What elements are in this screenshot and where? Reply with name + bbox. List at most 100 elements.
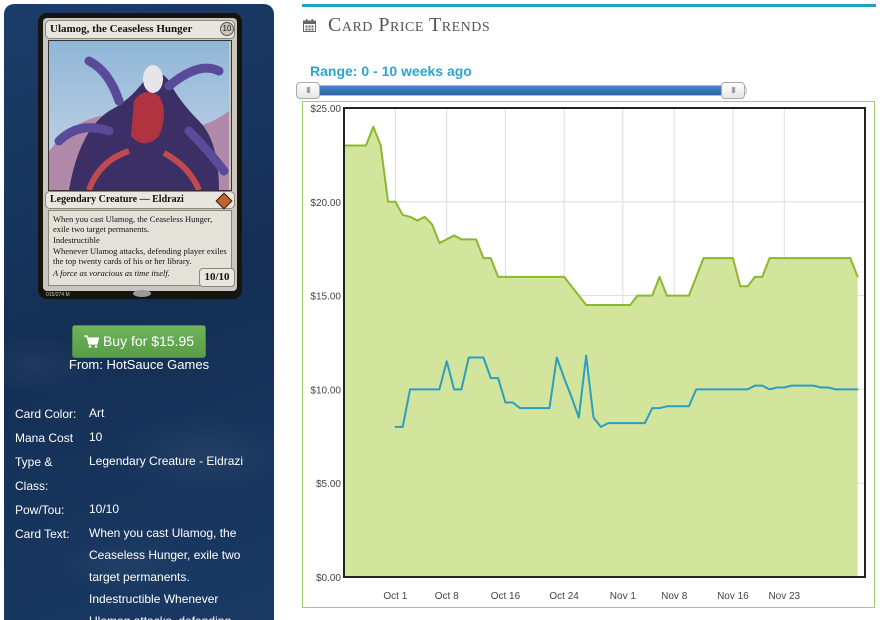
series-1-point <box>856 388 859 391</box>
series-0-point <box>548 276 551 278</box>
series-1-point <box>526 407 529 409</box>
series-0-point <box>666 294 668 297</box>
series-0-point <box>702 257 705 259</box>
series-1-point <box>592 416 595 419</box>
series-0-point <box>475 238 477 241</box>
series-0-point <box>526 276 529 278</box>
series-1-point <box>438 388 441 391</box>
series-1-point <box>768 388 771 391</box>
series-1-point <box>497 377 499 379</box>
series-1-point <box>533 407 536 409</box>
seller-label: From: HotSauce Games <box>68 357 210 372</box>
series-1-line <box>395 354 858 428</box>
buy-button[interactable]: Buy for $15.95 <box>72 325 206 358</box>
series-0-point <box>856 276 859 278</box>
series-0-point <box>695 276 698 278</box>
series-1-point <box>453 388 455 391</box>
series-0-point <box>394 201 397 203</box>
panel-title: Card Price Trends <box>328 14 491 36</box>
series-1-point <box>717 388 720 391</box>
series-0-point <box>673 294 676 297</box>
series-1-point <box>746 388 749 391</box>
series-1-point <box>556 356 558 359</box>
series-1-point <box>702 388 705 391</box>
series-1-point <box>467 356 470 359</box>
series-1-point <box>644 422 646 424</box>
y-tick-label: $20.00 <box>310 198 341 209</box>
series-0-point <box>423 216 426 218</box>
series-0-point <box>776 257 778 259</box>
series-0-point <box>636 294 639 297</box>
attr-row-mana-cost: Mana Cost 10 <box>15 430 103 445</box>
calendar-icon <box>303 19 316 37</box>
series-1-point <box>805 384 808 387</box>
series-1-point <box>636 422 639 424</box>
chart-series-layer <box>343 125 859 577</box>
series-1-point <box>820 386 822 389</box>
series-1-point <box>423 388 426 391</box>
series-1-point <box>570 396 573 398</box>
series-1-point <box>541 407 543 409</box>
series-0-point <box>578 294 580 297</box>
series-0-point <box>732 257 734 259</box>
series-1-point <box>548 407 551 409</box>
power-toughness-box: 10/10 <box>199 268 235 287</box>
y-tick-label: $25.00 <box>310 104 341 115</box>
y-tick-label: $5.00 <box>316 479 341 490</box>
series-0-point <box>600 304 602 306</box>
series-1-point <box>658 407 661 409</box>
y-tick-label: $0.00 <box>316 573 341 584</box>
series-0-point <box>431 223 433 226</box>
series-1-point <box>834 388 837 391</box>
range-slider-end-handle[interactable]: III <box>721 82 745 99</box>
series-1-point <box>680 405 683 408</box>
series-1-point <box>732 388 734 391</box>
attr-row-card-text: Card Text: When you cast Ulamog, the Cea… <box>15 526 241 620</box>
series-1-point <box>842 388 844 391</box>
series-1-point <box>790 384 793 387</box>
series-1-point <box>710 388 712 391</box>
series-0-point <box>710 257 712 259</box>
series-0-point <box>622 304 624 306</box>
series-1-point <box>519 407 521 409</box>
series-0-point <box>644 294 646 297</box>
card-detail-panel: Ulamog, the Ceaseless Hunger 10 <box>4 4 274 620</box>
attr-row-color: Card Color: Art <box>15 406 105 421</box>
series-0-point <box>489 257 492 259</box>
series-1-point <box>416 388 419 391</box>
series-0-point <box>401 214 404 216</box>
series-0-point <box>438 242 441 244</box>
card-name: Ulamog, the Ceaseless Hunger <box>45 20 235 39</box>
series-1-point <box>849 388 852 391</box>
range-slider-start-handle[interactable]: III <box>296 82 320 99</box>
series-1-point <box>724 388 727 391</box>
series-0-point <box>365 144 367 147</box>
series-1-point <box>445 360 448 363</box>
series-0-point <box>805 257 808 259</box>
series-0-point <box>592 304 595 306</box>
series-1-point <box>614 422 617 424</box>
series-0-point <box>387 201 389 203</box>
series-0-point <box>658 276 661 278</box>
series-1-point <box>629 422 631 424</box>
series-0-point <box>614 304 617 306</box>
series-1-point <box>460 388 463 391</box>
series-1-point <box>600 426 602 428</box>
series-1-point <box>761 384 764 387</box>
series-1-point <box>812 384 815 387</box>
series-0-point <box>467 238 470 241</box>
series-0-point <box>563 276 565 278</box>
flavor-text: A force as voracious as time itself. <box>53 268 170 278</box>
series-0-point <box>519 276 521 278</box>
series-0-point <box>754 276 756 278</box>
accent-bar <box>302 4 876 7</box>
price-trend-chart: $0.00 $5.00 $10.00 $15.00 $20.00 $25.00 Oct 1… <box>302 100 876 608</box>
series-1-point <box>695 388 698 391</box>
series-0-point <box>570 285 573 288</box>
series-0-point <box>460 238 463 241</box>
series-1-point <box>673 405 676 408</box>
series-0-point <box>651 294 653 297</box>
series-0-point <box>541 276 543 278</box>
series-0-point <box>834 257 837 259</box>
series-0-point <box>372 125 375 128</box>
